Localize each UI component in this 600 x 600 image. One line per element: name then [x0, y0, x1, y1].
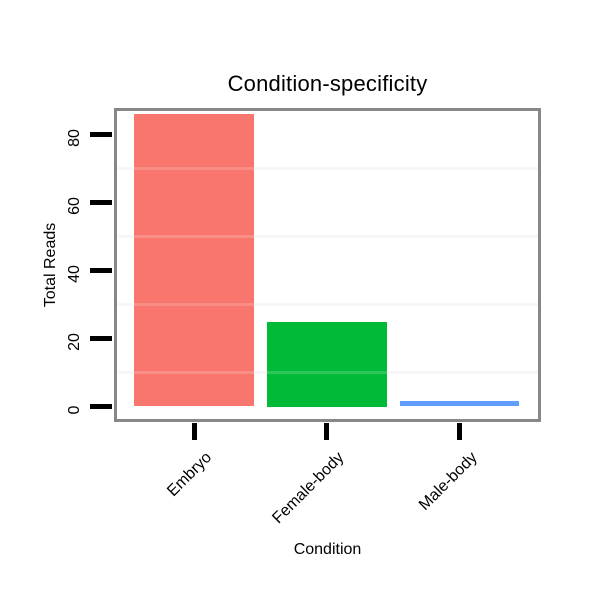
chart-title: Condition-specificity: [227, 71, 428, 96]
minor-gridline-overlay: [117, 303, 538, 306]
x-category-label: Female-body: [269, 449, 348, 528]
minor-gridline-overlay: [117, 167, 538, 170]
y-tick-label: 60: [66, 196, 83, 215]
bar-embryo: [134, 114, 254, 407]
minor-gridline: [117, 303, 538, 306]
minor-gridline-overlay: [117, 371, 538, 374]
x-tick: [324, 423, 330, 440]
y-tick: [90, 336, 112, 341]
x-tick: [457, 423, 462, 440]
minor-gridline-overlay: [117, 235, 538, 238]
minor-gridline: [117, 235, 538, 238]
y-tick: [90, 268, 112, 273]
y-axis-label: Total Reads: [42, 222, 59, 308]
bar-male-body: [399, 401, 520, 407]
bar-female-body: [267, 321, 387, 407]
y-tick-label: 20: [66, 332, 83, 351]
x-category-label: Embryo: [164, 449, 216, 501]
x-axis-label: Condition: [293, 541, 362, 558]
y-tick: [90, 404, 112, 409]
y-tick-label: 80: [66, 128, 83, 147]
minor-gridline: [117, 167, 538, 170]
y-tick: [90, 200, 112, 205]
x-category-label: Male-body: [415, 449, 481, 514]
y-tick-label: 0: [66, 405, 83, 414]
x-tick: [191, 423, 197, 440]
y-tick-label: 40: [66, 264, 83, 283]
y-tick: [90, 132, 112, 137]
